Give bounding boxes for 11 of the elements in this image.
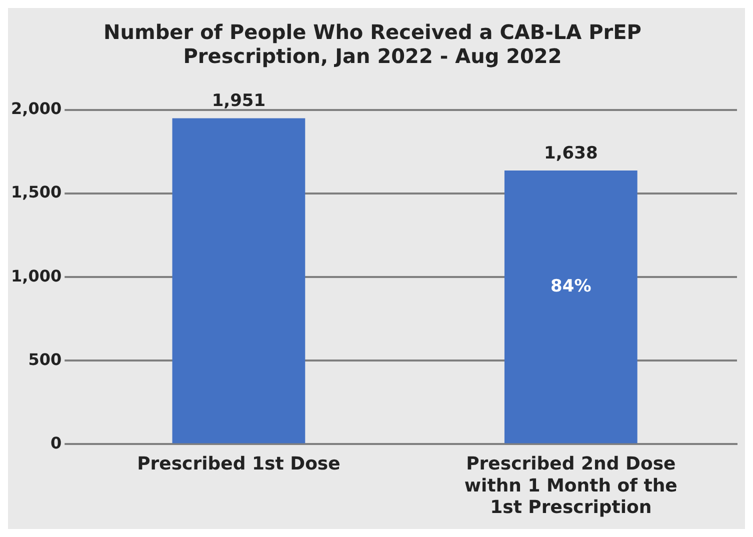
x-tick-label: Prescribed 1st Dose (137, 454, 340, 475)
x-tick-label: Prescribed 2nd Dose withn 1 Month of the 1st Prescription (464, 454, 678, 518)
y-tick-label: 1,000 (11, 266, 62, 286)
chart-title: Number of People Who Received a CAB-LA PrEP Prescription, Jan 2022 - Aug 2022 (104, 20, 642, 68)
data-label: 1,951 (212, 91, 266, 112)
y-tick-label: 1,500 (11, 182, 62, 202)
y-tick-label: 500 (28, 350, 62, 369)
y-tick-label: 0 (50, 433, 62, 452)
data-label: 1,638 (544, 143, 598, 164)
y-tick-label: 2,000 (11, 99, 62, 118)
annotation: 84% (550, 276, 592, 296)
